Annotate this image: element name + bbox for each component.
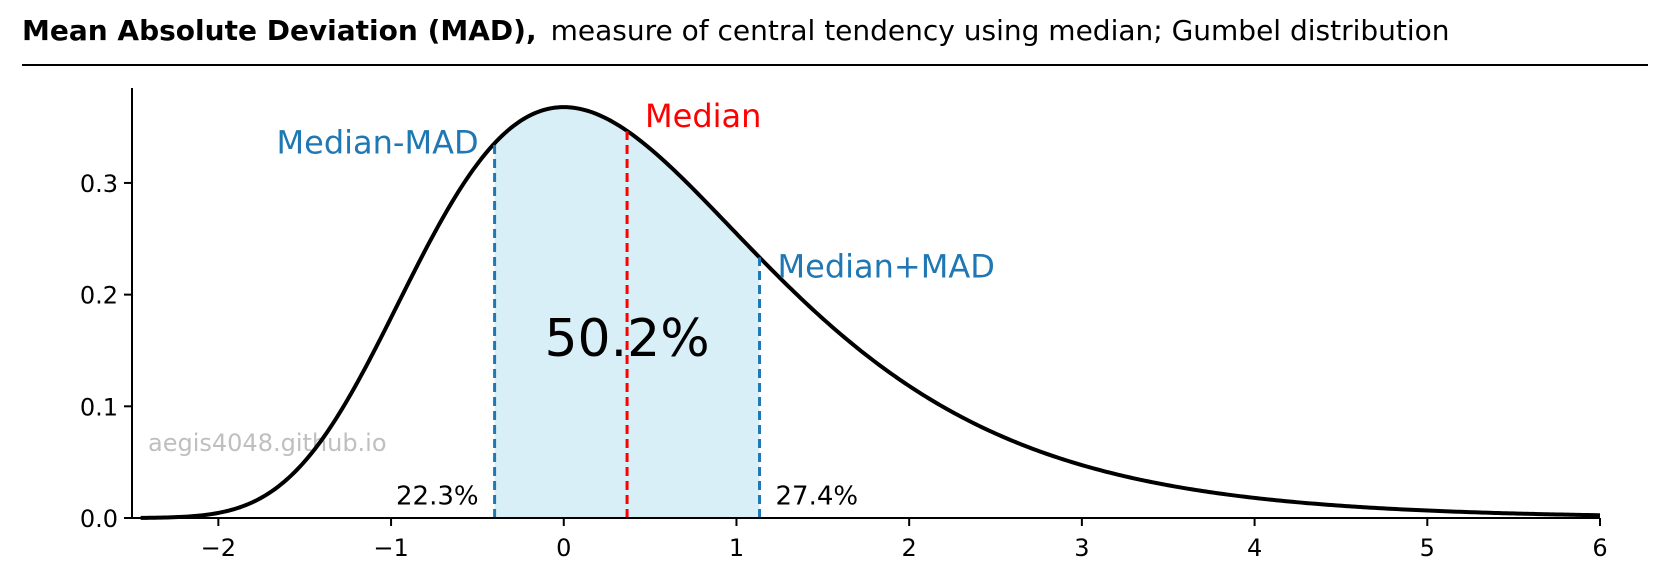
left-tail-percent-label: 22.3%: [396, 482, 479, 512]
reference-lines: [493, 130, 762, 518]
reference-line-label-1: Median: [645, 97, 761, 135]
x-axis-ticks: −2 −1 0 1 2 3 4 5 6: [201, 518, 1608, 562]
y-tick-label-1: 0.1: [80, 393, 118, 421]
reference-line-labels: Median-MAD Median Median+MAD: [277, 97, 995, 286]
x-tick-label-1: −1: [373, 534, 408, 562]
shaded-region-within-mad: [494, 107, 760, 519]
watermark-text: aegis4048.github.io: [148, 429, 387, 457]
chart-subtitle: measure of central tendency using median…: [550, 14, 1450, 47]
reference-line-label-2: Median+MAD: [778, 247, 995, 285]
reference-line-label-0: Median-MAD: [277, 123, 479, 161]
x-tick-label-5: 3: [1074, 534, 1089, 562]
y-tick-label-2: 0.2: [80, 282, 118, 310]
x-tick-label-6: 4: [1247, 534, 1262, 562]
y-axis-ticks: 0.0 0.1 0.2 0.3: [80, 170, 132, 533]
shaded-percent-label: 50.2%: [544, 309, 709, 369]
x-tick-label-8: 6: [1592, 534, 1607, 562]
axes: −2 −1 0 1 2 3 4 5 6 0.0 0.1 0.2 0.3: [80, 88, 1608, 562]
y-tick-label-0: 0.0: [80, 505, 118, 533]
gumbel-pdf-curve: [140, 105, 1601, 520]
x-tick-label-4: 2: [902, 534, 917, 562]
chart-header: Mean Absolute Deviation (MAD), measure of…: [22, 14, 1450, 54]
right-tail-percent-label: 27.4%: [776, 482, 859, 512]
chart-title: Mean Absolute Deviation (MAD),: [22, 14, 537, 47]
x-tick-label-2: 0: [556, 534, 571, 562]
y-tick-label-3: 0.3: [80, 170, 118, 198]
header-rule: [22, 64, 1648, 66]
x-tick-label-0: −2: [201, 534, 236, 562]
x-tick-label-7: 5: [1420, 534, 1435, 562]
plot-area: aegis4048.github.io Median-MADMedianMedi…: [140, 97, 1601, 520]
x-tick-label-3: 1: [729, 534, 744, 562]
